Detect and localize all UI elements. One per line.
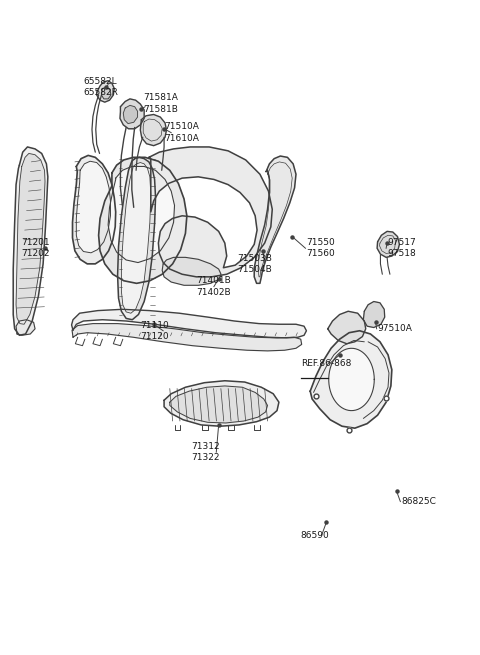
Text: 71503B
71504B: 71503B 71504B [238, 253, 273, 274]
Text: 97510A: 97510A [378, 324, 412, 333]
Text: 71550
71560: 71550 71560 [306, 238, 335, 259]
Polygon shape [72, 155, 116, 264]
Polygon shape [328, 311, 366, 344]
Polygon shape [108, 166, 175, 263]
Text: 71510A
71610A: 71510A 71610A [164, 122, 199, 143]
Text: 71201
71202: 71201 71202 [21, 238, 49, 259]
Polygon shape [140, 115, 167, 145]
Text: 71581A
71581B: 71581A 71581B [143, 93, 178, 114]
Polygon shape [329, 348, 374, 411]
Polygon shape [310, 331, 392, 428]
Polygon shape [96, 81, 114, 102]
Text: 71110
71120: 71110 71120 [140, 320, 169, 341]
Polygon shape [254, 156, 296, 284]
Text: REF.86-868: REF.86-868 [301, 359, 351, 367]
Text: 71401B
71402B: 71401B 71402B [196, 276, 231, 297]
Polygon shape [149, 147, 272, 277]
Text: 86825C: 86825C [401, 497, 436, 506]
Polygon shape [16, 153, 45, 324]
Polygon shape [120, 99, 144, 129]
Polygon shape [170, 386, 267, 423]
Polygon shape [101, 87, 111, 99]
Polygon shape [123, 105, 137, 124]
Text: 71312
71322: 71312 71322 [192, 442, 220, 462]
Polygon shape [164, 381, 279, 426]
Polygon shape [76, 161, 110, 253]
Polygon shape [121, 162, 151, 313]
Text: 86590: 86590 [301, 531, 329, 540]
Polygon shape [72, 309, 306, 338]
Polygon shape [162, 257, 221, 286]
Polygon shape [377, 231, 399, 257]
Polygon shape [13, 147, 48, 335]
Polygon shape [72, 324, 301, 351]
Polygon shape [98, 157, 187, 284]
Polygon shape [16, 320, 35, 335]
Polygon shape [363, 301, 384, 328]
Text: 65582L
65582R: 65582L 65582R [84, 77, 118, 98]
Polygon shape [118, 157, 156, 320]
Text: 97517
97518: 97517 97518 [387, 238, 416, 259]
